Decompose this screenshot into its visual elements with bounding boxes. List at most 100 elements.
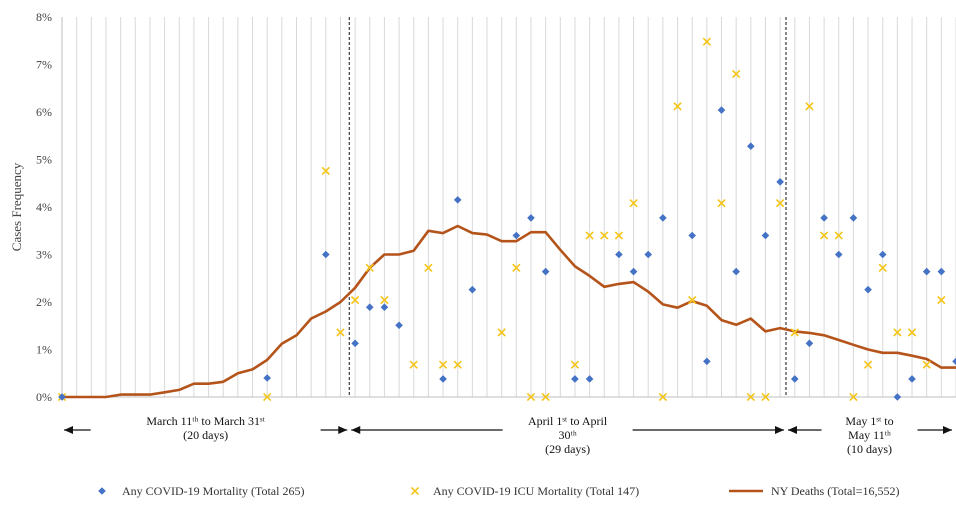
point-icu-mortality (805, 102, 814, 111)
point-icu-mortality (629, 199, 638, 208)
point-mortality (322, 250, 330, 259)
point-mortality (585, 375, 594, 383)
point-icu-mortality (600, 231, 609, 240)
point-stroke (350, 295, 360, 305)
point-stroke (438, 360, 448, 369)
point-mortality (453, 196, 462, 204)
point-icu-mortality (453, 360, 462, 369)
series-icu-mortality (57, 37, 946, 402)
period-annotations: March 11ᵗʰ to March 31ˢᵗ(20 days) April 1… (64, 414, 952, 456)
point-icu-mortality (497, 328, 506, 337)
legend-label: Any COVID-19 ICU Mortality (Total 147) (433, 484, 639, 498)
point-mortality (571, 375, 579, 383)
point-icu-mortality (673, 102, 682, 111)
point-icu-mortality (834, 231, 843, 240)
y-tick-label: 6% (36, 105, 52, 119)
point-stroke (541, 392, 550, 402)
point-icu-mortality (585, 231, 594, 240)
point-icu-mortality (570, 360, 580, 369)
point-mortality (644, 250, 653, 259)
point-stroke (805, 102, 814, 111)
legend-label: NY Deaths (Total=16,552) (771, 484, 899, 498)
point-stroke (453, 360, 462, 369)
point-stroke (731, 69, 741, 79)
legend-item: Any COVID-19 Mortality (Total 265) (98, 484, 304, 498)
point-icu-mortality (922, 360, 931, 369)
point-mortality (878, 250, 887, 259)
point-stroke (497, 328, 506, 337)
point-mortality (703, 357, 711, 366)
y-tick-label: 7% (36, 58, 52, 72)
point-stroke (937, 295, 946, 305)
period-label: (20 days) (183, 428, 228, 442)
point-icu-mortality (438, 360, 448, 369)
point-icu-mortality (380, 295, 389, 305)
y-tick-label: 4% (36, 200, 52, 214)
point-mortality (263, 374, 271, 382)
point-mortality (395, 321, 403, 330)
legend-label: Any COVID-19 Mortality (Total 265) (122, 484, 304, 498)
point-stroke (263, 392, 272, 402)
point-icu-mortality (761, 392, 770, 402)
axes: 0% 1% 2% 3% 4% 5% 6% 7% 8% (36, 10, 956, 404)
period-label: April 1ˢᵗ to April (528, 414, 608, 428)
point-stroke (365, 263, 374, 272)
y-tick-label: 8% (36, 10, 52, 24)
arrow-head (338, 426, 348, 434)
point-stroke (321, 166, 330, 176)
point-mortality (834, 250, 843, 259)
y-tick-label: 5% (36, 153, 52, 167)
legend: Any COVID-19 Mortality (Total 265) Any CO… (98, 484, 899, 498)
point-stroke (673, 102, 682, 111)
point-icu-mortality (878, 263, 887, 272)
point-mortality (629, 267, 638, 276)
period-label: 30ᵗʰ (559, 428, 577, 442)
period-label: (29 days) (545, 442, 590, 456)
gridlines (61, 17, 956, 397)
arrow-head (351, 426, 361, 434)
point-icu-mortality (688, 295, 697, 305)
point-stroke (614, 231, 624, 240)
point-icu-mortality (424, 263, 433, 272)
arrow-head (943, 426, 952, 434)
line-ny-deaths (62, 224, 956, 399)
legend-marker-icu (410, 486, 420, 496)
point-icu-mortality (409, 360, 418, 369)
point-stroke (849, 392, 858, 402)
point-icu-mortality (321, 166, 330, 176)
point-stroke (878, 263, 887, 272)
legend-item: Any COVID-19 ICU Mortality (Total 147) (410, 484, 639, 498)
point-mortality (761, 231, 770, 240)
point-mortality (849, 214, 858, 222)
series-ny-deaths (62, 224, 956, 399)
point-icu-mortality (512, 263, 521, 272)
point-stroke (717, 199, 726, 208)
point-icu-mortality (658, 392, 668, 402)
point-icu-mortality (746, 392, 755, 402)
point-stroke (570, 360, 580, 369)
point-stroke (658, 392, 668, 402)
point-mortality (893, 393, 902, 401)
point-icu-mortality (541, 392, 550, 402)
y-tick-label: 0% (36, 390, 52, 404)
point-mortality (527, 214, 535, 222)
point-mortality (380, 303, 389, 312)
point-mortality (805, 339, 814, 348)
point-mortality (439, 375, 447, 383)
point-icu-mortality (849, 392, 858, 402)
arrow-head (774, 426, 784, 434)
point-icu-mortality (365, 263, 374, 272)
point-stroke (922, 360, 931, 369)
point-icu-mortality (702, 37, 712, 46)
point-icu-mortality (731, 69, 741, 79)
point-mortality (541, 267, 550, 276)
y-tick-label: 1% (36, 343, 52, 357)
y-tick-label: 2% (36, 295, 52, 309)
point-stroke (424, 263, 433, 272)
point-stroke (629, 199, 638, 208)
point-mortality (820, 214, 828, 222)
point-mortality (717, 106, 726, 114)
point-stroke (819, 231, 829, 240)
point-stroke (790, 328, 799, 337)
